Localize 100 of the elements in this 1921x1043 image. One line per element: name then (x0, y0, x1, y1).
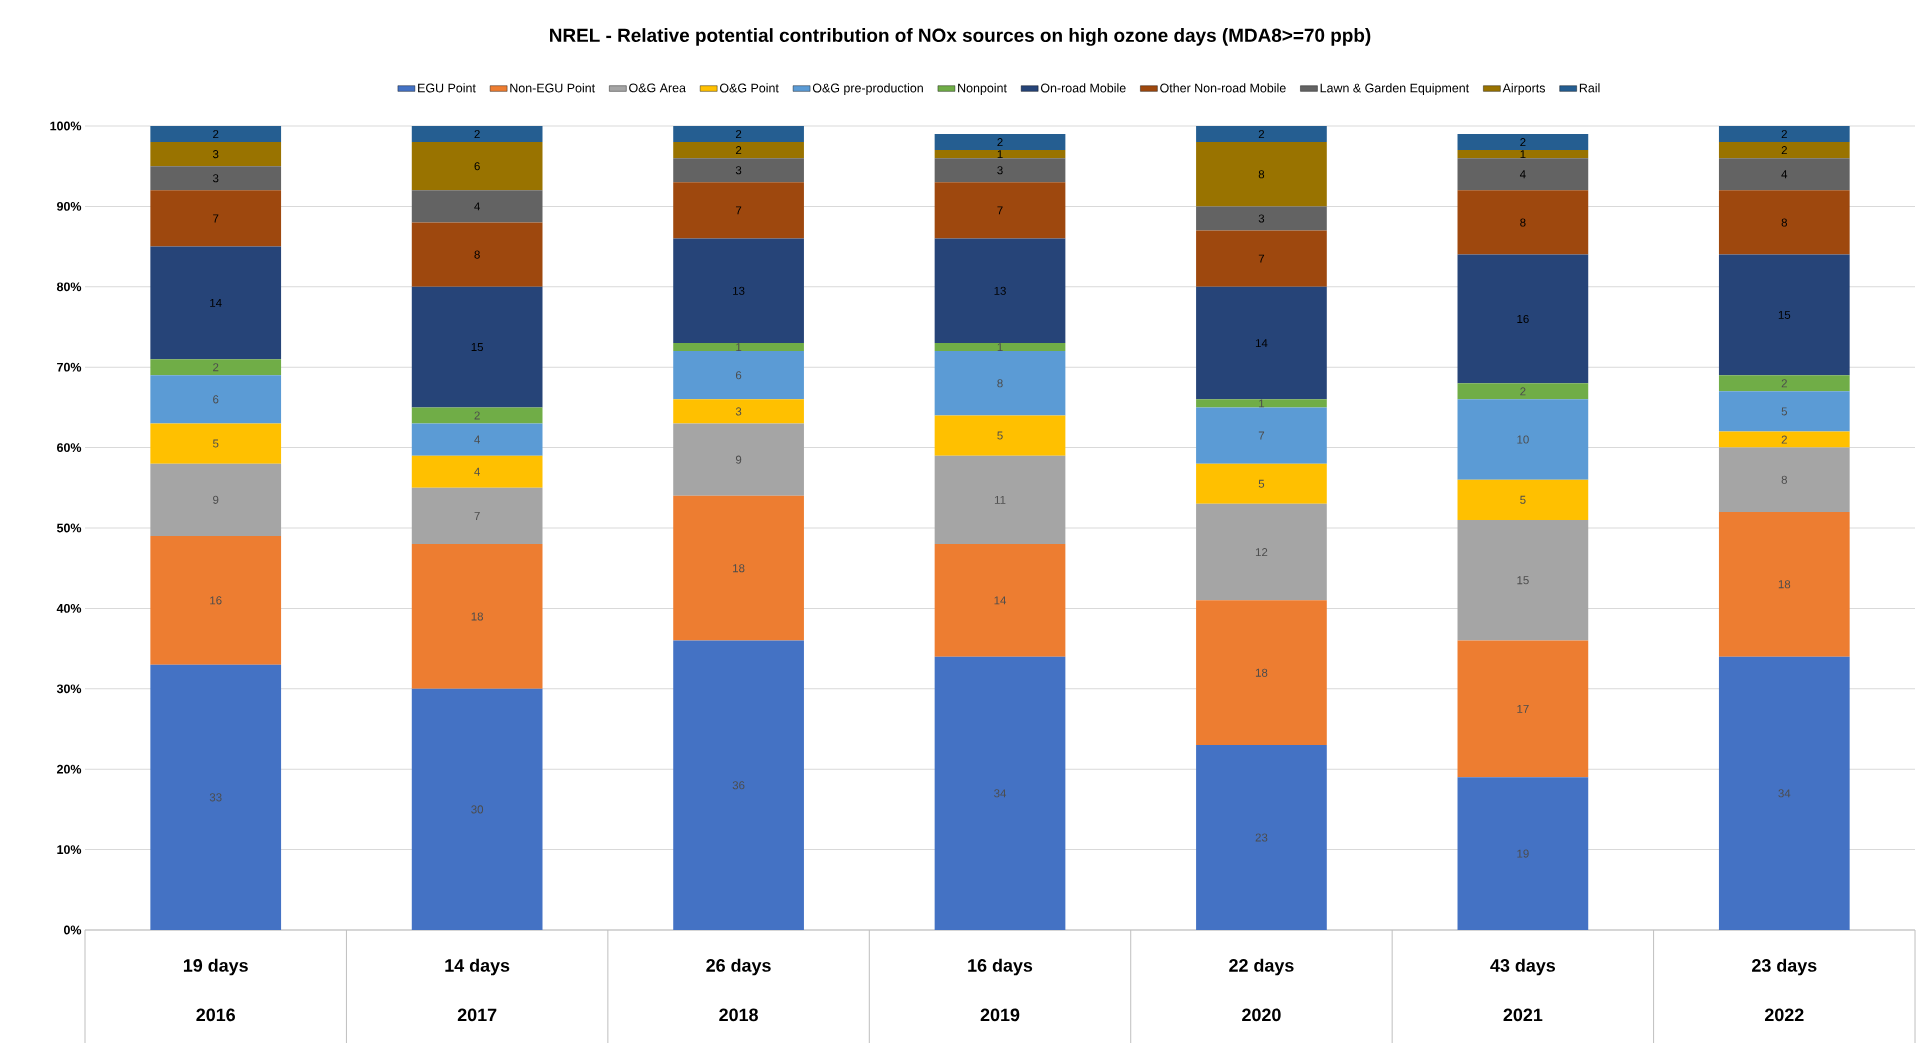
bar (1718, 190, 1850, 255)
data-label: 34 (994, 789, 1007, 798)
data-label: 30 (471, 805, 484, 814)
x-tick-label: 2019 (980, 1008, 1020, 1022)
data-label: 3 (212, 150, 219, 159)
data-label: 14 (994, 596, 1007, 605)
y-tick-label: 100% (50, 121, 82, 131)
y-tick-label: 0% (63, 925, 82, 935)
bar (1718, 511, 1850, 657)
data-label: 11 (994, 495, 1006, 504)
data-label: 5 (1520, 495, 1526, 504)
bar (934, 351, 1066, 416)
bar (150, 423, 282, 464)
bar (673, 343, 804, 352)
bar (150, 125, 282, 143)
x-tick-label: 2020 (1242, 1008, 1281, 1022)
data-label: 18 (471, 612, 484, 621)
bar (673, 238, 804, 344)
data-label: 8 (1781, 475, 1787, 484)
data-label: 8 (1781, 218, 1787, 227)
bar (411, 544, 543, 689)
data-label: 16 (1517, 314, 1529, 324)
data-label: 12 (1255, 548, 1268, 557)
bar (1457, 777, 1589, 930)
bar (1196, 745, 1327, 930)
bar (934, 238, 1066, 344)
legend-label: Other Non-road Mobile (1160, 83, 1286, 93)
data-label: 3 (212, 174, 219, 183)
data-label: 36 (732, 781, 745, 790)
data-label: 2 (1258, 130, 1265, 139)
data-label: 14 (1255, 339, 1268, 348)
legend-label: O&G pre-production (812, 83, 923, 95)
data-label: 5 (997, 431, 1003, 440)
data-label: 8 (1520, 218, 1526, 227)
text: 16 days (968, 958, 1033, 976)
data-label: 34 (1778, 789, 1791, 798)
bar (411, 125, 543, 143)
data-label: 7 (997, 206, 1003, 215)
legend-label: O&G Point (719, 83, 779, 93)
data-label: 2 (474, 411, 480, 420)
bar (1196, 125, 1327, 143)
legend-label: On-road Mobile (1040, 83, 1126, 93)
data-label: 7 (1258, 431, 1265, 440)
data-label: 1 (1520, 150, 1526, 159)
bar (673, 495, 804, 641)
bar (1457, 383, 1589, 400)
bar (1718, 375, 1850, 392)
data-label: 14 (210, 298, 222, 307)
data-label: 8 (1258, 170, 1265, 179)
data-label: 23 (1255, 833, 1268, 842)
y-tick-label: 40% (56, 603, 82, 613)
bar (411, 142, 543, 191)
data-label: 8 (997, 379, 1003, 388)
x-tick-label: 2018 (719, 1008, 758, 1022)
legend-label: EGU Point (418, 83, 476, 93)
data-label: 6 (213, 395, 219, 404)
data-label: 3 (997, 166, 1003, 175)
text: 43 days (1490, 958, 1556, 976)
bar (934, 182, 1066, 239)
bar (1457, 640, 1589, 778)
text: 14 days (445, 958, 510, 976)
bar (1718, 158, 1850, 191)
bar (411, 407, 543, 424)
bar (411, 190, 543, 223)
data-label: 2 (1781, 435, 1787, 444)
data-label: 15 (1517, 576, 1529, 585)
bar (150, 142, 282, 167)
data-label: 13 (994, 286, 1006, 295)
bar (934, 544, 1066, 657)
y-tick-label: 80% (56, 282, 82, 292)
data-label: 2 (213, 363, 219, 372)
data-label: 4 (474, 467, 480, 476)
data-label: 15 (1778, 310, 1791, 319)
data-label: 13 (733, 286, 745, 295)
x-tick-label: 2016 (196, 1008, 236, 1022)
bar (1196, 463, 1327, 504)
bar (673, 158, 804, 183)
data-label: 2 (1781, 130, 1787, 139)
data-label: 18 (1255, 668, 1268, 677)
bar (1457, 190, 1589, 255)
data-label: 33 (209, 793, 222, 802)
bar (1196, 206, 1327, 231)
y-tick-label: 90% (56, 201, 82, 211)
bar (150, 246, 282, 360)
bar (934, 150, 1066, 159)
x-tick-label: 2017 (457, 1008, 497, 1022)
bar (150, 190, 282, 247)
data-label: 4 (1781, 170, 1788, 179)
bar (411, 455, 543, 488)
data-label: 6 (735, 371, 742, 380)
bar (150, 536, 282, 665)
data-label: 18 (733, 564, 745, 573)
data-label: 1 (736, 343, 742, 352)
bar (411, 487, 543, 545)
data-label: 16 (210, 596, 222, 605)
bar (411, 222, 543, 287)
data-label: 5 (1258, 479, 1265, 488)
data-label: 6 (474, 162, 480, 171)
bar (1718, 656, 1850, 930)
bar (934, 343, 1066, 352)
